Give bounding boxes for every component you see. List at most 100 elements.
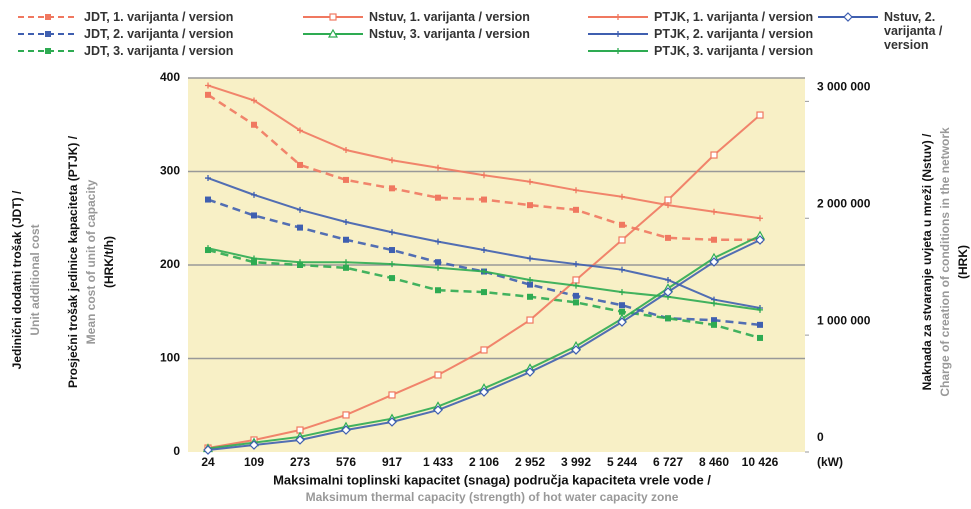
x-tick-label: 2 106 xyxy=(469,455,499,469)
legend-label: Nstuv, 3. varijanta / version xyxy=(369,27,530,41)
y-tick-label: 0 xyxy=(173,444,180,458)
marker xyxy=(481,172,487,179)
marker xyxy=(615,14,621,20)
marker xyxy=(757,334,763,341)
marker xyxy=(757,306,763,313)
x-tick-label: 576 xyxy=(336,455,356,469)
marker xyxy=(205,245,211,252)
marker xyxy=(615,48,621,54)
y2-tick-label: 1 000 000 xyxy=(817,313,871,327)
marker xyxy=(387,417,397,427)
marker xyxy=(389,157,395,164)
legend-label: PTJK, 1. varijanta / version xyxy=(654,10,814,24)
legend-swatch xyxy=(18,31,78,37)
y2-tick-label: 3 000 000 xyxy=(817,80,871,94)
marker xyxy=(389,229,395,236)
marker xyxy=(527,255,533,262)
marker xyxy=(619,308,625,315)
marker xyxy=(665,315,671,322)
axis-title: (HRK) xyxy=(956,245,970,279)
marker xyxy=(757,321,763,328)
marker xyxy=(297,161,303,168)
marker xyxy=(663,287,673,297)
marker xyxy=(619,302,625,309)
marker xyxy=(573,261,579,268)
marker xyxy=(389,185,395,192)
legend-item: PTJK, 1. varijanta / version xyxy=(588,10,813,24)
marker xyxy=(45,48,51,54)
marker xyxy=(526,316,534,324)
marker xyxy=(205,82,211,89)
marker xyxy=(709,257,719,267)
marker xyxy=(203,445,213,455)
axis-title: Naknada za stvaranje uvjeta u mreži (Nst… xyxy=(920,133,934,390)
marker xyxy=(571,345,581,355)
legend-label: JDT, 1. varijanta / version xyxy=(84,10,234,24)
marker xyxy=(711,321,717,328)
marker xyxy=(389,247,395,254)
marker xyxy=(527,276,533,283)
marker xyxy=(665,276,671,283)
marker xyxy=(251,212,257,219)
legend-swatch xyxy=(588,31,648,37)
axis-title: Prosječni trošak jedinice kapaciteta (PT… xyxy=(66,135,80,388)
marker xyxy=(711,208,717,215)
marker xyxy=(573,292,579,299)
marker xyxy=(343,218,349,225)
marker xyxy=(527,178,533,185)
marker xyxy=(297,259,303,266)
x-tick-label: 917 xyxy=(382,455,402,469)
marker xyxy=(435,238,441,245)
marker xyxy=(618,236,626,244)
y2-tick-label: 0 xyxy=(817,430,824,444)
marker xyxy=(573,299,579,306)
marker xyxy=(342,411,350,419)
marker xyxy=(619,221,625,228)
marker xyxy=(527,202,533,209)
marker xyxy=(435,194,441,201)
x-tick-label: 10 426 xyxy=(742,455,779,469)
marker xyxy=(205,196,211,203)
marker xyxy=(433,405,443,415)
marker xyxy=(665,234,671,241)
legend-item: PTJK, 2. varijanta / version xyxy=(588,27,813,41)
marker xyxy=(573,187,579,194)
marker xyxy=(757,215,763,222)
legend-swatch xyxy=(303,13,363,21)
marker xyxy=(617,317,627,327)
marker xyxy=(251,121,257,128)
x-tick-label: 3 992 xyxy=(561,455,591,469)
x-tick-label: 6 727 xyxy=(653,455,683,469)
marker xyxy=(843,12,853,22)
marker xyxy=(755,235,765,245)
marker xyxy=(343,176,349,183)
marker xyxy=(435,287,441,294)
legend-item: Nstuv, 2. varijanta / version xyxy=(818,10,971,52)
marker xyxy=(297,224,303,231)
marker xyxy=(45,31,51,37)
x-tick-label: 24 xyxy=(201,455,215,469)
marker xyxy=(251,259,257,266)
x-tick-label: 1 433 xyxy=(423,455,453,469)
marker xyxy=(343,236,349,243)
marker xyxy=(481,247,487,254)
axis-title: Jedinični dodatni trošak (JDT) / xyxy=(10,190,24,369)
marker xyxy=(435,264,441,271)
x-unit: (kW) xyxy=(817,455,843,469)
marker xyxy=(573,282,579,289)
marker xyxy=(343,264,349,271)
marker xyxy=(619,193,625,200)
marker xyxy=(479,387,489,397)
y-tick-label: 400 xyxy=(160,70,180,84)
axis-title: Unit additional cost xyxy=(28,224,42,335)
marker xyxy=(756,111,764,119)
x-tick-label: 109 xyxy=(244,455,264,469)
marker xyxy=(435,259,441,266)
marker xyxy=(665,202,671,209)
marker xyxy=(481,289,487,296)
legend-swatch xyxy=(18,14,78,20)
marker xyxy=(205,91,211,98)
marker xyxy=(480,346,488,354)
